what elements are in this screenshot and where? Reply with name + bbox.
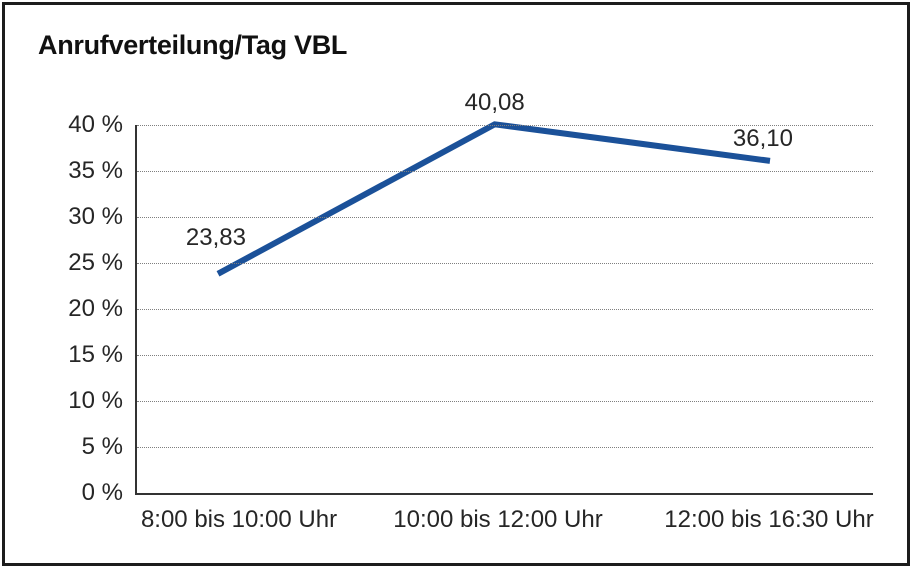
gridline-40 bbox=[137, 124, 873, 126]
chart-title: Anrufverteilung/Tag VBL bbox=[38, 30, 348, 60]
y-tick-label-25: 25 % bbox=[68, 249, 123, 276]
y-tick-label-15: 15 % bbox=[68, 341, 123, 368]
data-label-1: 40,08 bbox=[464, 89, 525, 117]
data-label-0: 23,83 bbox=[185, 223, 246, 251]
gridline-10 bbox=[137, 400, 873, 402]
x-category-label-0: 8:00 bis 10:00 Uhr bbox=[140, 506, 338, 533]
x-category-label-2: 12:00 bis 16:30 Uhr bbox=[664, 506, 874, 533]
plot-area bbox=[135, 121, 873, 495]
y-tick-label-20: 20 % bbox=[68, 295, 123, 322]
y-tick-label-5: 5 % bbox=[81, 433, 123, 460]
gridline-20 bbox=[137, 308, 873, 310]
gridline-5 bbox=[137, 446, 873, 448]
y-tick-label-30: 30 % bbox=[68, 203, 123, 230]
data-label-2: 36,10 bbox=[732, 124, 793, 152]
y-tick-label-40: 40 % bbox=[68, 111, 123, 138]
gridline-30 bbox=[137, 216, 873, 218]
y-tick-label-35: 35 % bbox=[68, 157, 123, 184]
y-tick-label-0: 0 % bbox=[81, 479, 123, 506]
gridline-35 bbox=[137, 170, 873, 172]
gridline-25 bbox=[137, 262, 873, 264]
gridline-15 bbox=[137, 354, 873, 356]
line-series-svg bbox=[216, 121, 771, 277]
y-tick-label-10: 10 % bbox=[68, 387, 123, 414]
data-line bbox=[216, 121, 771, 277]
x-category-label-1: 10:00 bis 12:00 Uhr bbox=[393, 506, 603, 533]
